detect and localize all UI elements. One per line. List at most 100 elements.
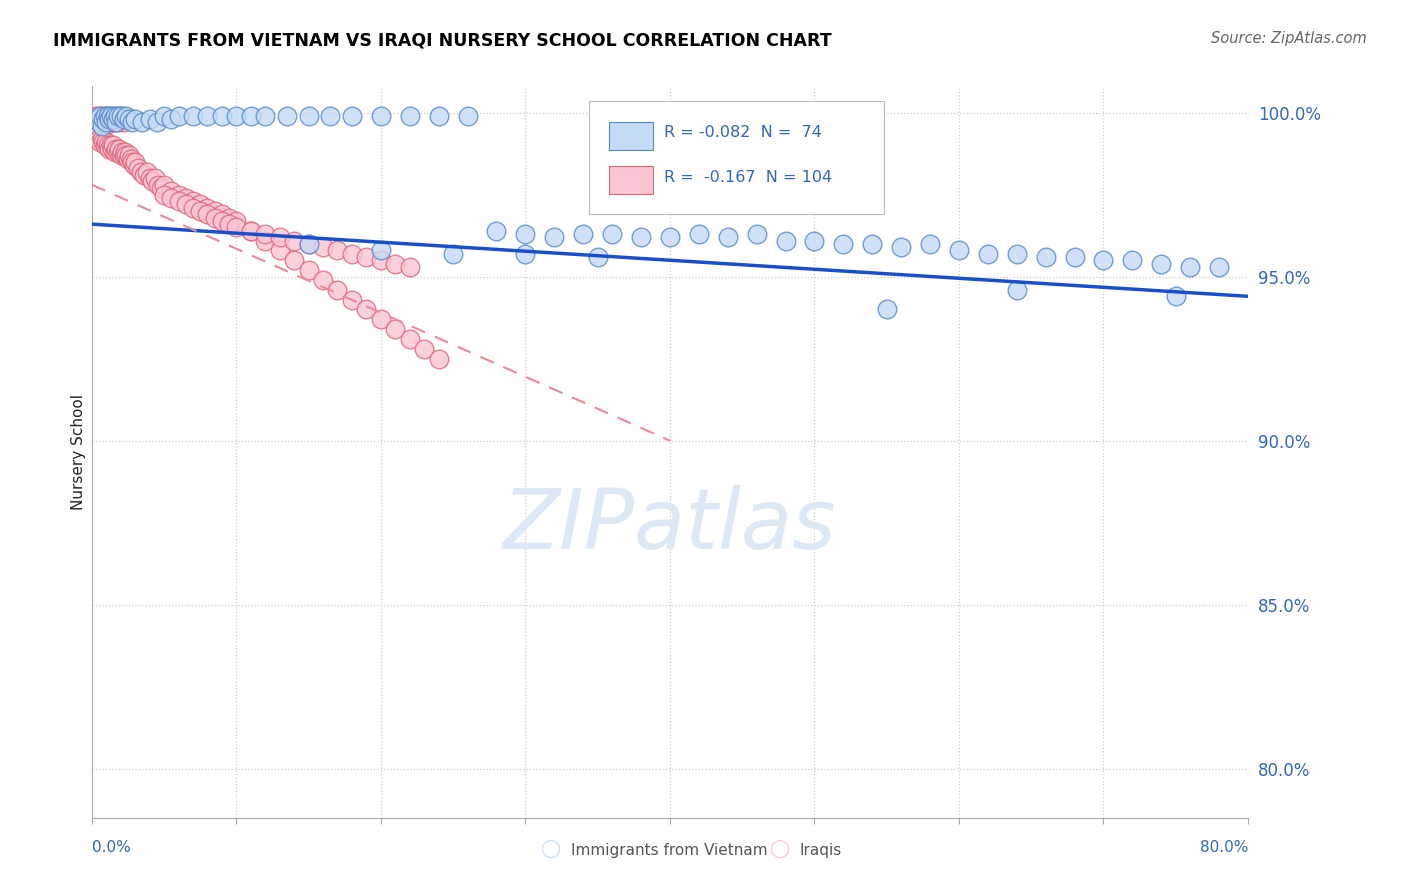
Point bbox=[97, 109, 120, 123]
Point bbox=[775, 234, 797, 248]
Point bbox=[138, 171, 160, 186]
Point bbox=[745, 227, 768, 241]
Point bbox=[94, 138, 117, 153]
Point bbox=[1150, 256, 1173, 270]
Point bbox=[103, 112, 125, 127]
Text: R =  -0.167  N = 104: R = -0.167 N = 104 bbox=[664, 170, 832, 186]
Point bbox=[96, 109, 118, 123]
Point bbox=[87, 115, 110, 129]
Point bbox=[112, 112, 135, 127]
Point bbox=[239, 224, 262, 238]
Point bbox=[112, 115, 135, 129]
Point bbox=[129, 164, 152, 178]
Point bbox=[101, 142, 124, 156]
Point bbox=[111, 145, 134, 159]
Point bbox=[803, 234, 825, 248]
Point bbox=[269, 230, 291, 244]
Point bbox=[108, 142, 131, 156]
Point bbox=[340, 109, 363, 123]
Point bbox=[124, 112, 146, 127]
Point bbox=[370, 109, 392, 123]
Point bbox=[98, 109, 121, 123]
Point bbox=[138, 112, 160, 127]
Point bbox=[105, 112, 128, 127]
Y-axis label: Nursery School: Nursery School bbox=[72, 394, 86, 510]
Point bbox=[948, 244, 970, 258]
Point bbox=[977, 246, 1000, 260]
Point bbox=[174, 191, 197, 205]
Point bbox=[600, 227, 623, 241]
Point bbox=[370, 312, 392, 326]
Point bbox=[93, 112, 115, 127]
Point bbox=[1121, 253, 1143, 268]
Point bbox=[427, 109, 450, 123]
Point bbox=[146, 115, 169, 129]
FancyBboxPatch shape bbox=[609, 122, 652, 150]
Point bbox=[197, 109, 219, 123]
Point bbox=[370, 253, 392, 268]
Point bbox=[94, 109, 117, 123]
Point bbox=[413, 342, 436, 356]
FancyBboxPatch shape bbox=[589, 101, 884, 214]
Point bbox=[356, 250, 378, 264]
Point bbox=[658, 230, 681, 244]
Point bbox=[100, 138, 122, 153]
Point bbox=[276, 109, 298, 123]
Point bbox=[115, 148, 138, 162]
Point bbox=[1092, 253, 1115, 268]
Point bbox=[197, 201, 219, 215]
Point bbox=[87, 109, 110, 123]
Point bbox=[515, 246, 537, 260]
Point bbox=[269, 244, 291, 258]
Point bbox=[543, 230, 565, 244]
Point bbox=[398, 332, 420, 346]
Point bbox=[254, 109, 277, 123]
Point bbox=[118, 148, 141, 162]
Point bbox=[104, 115, 127, 129]
Point bbox=[312, 273, 335, 287]
Point bbox=[225, 214, 247, 228]
Point bbox=[297, 236, 319, 251]
Point bbox=[97, 138, 120, 153]
Point bbox=[110, 112, 132, 127]
Point bbox=[297, 263, 319, 277]
Point bbox=[630, 230, 652, 244]
Point bbox=[225, 220, 247, 235]
Point bbox=[181, 201, 204, 215]
Point bbox=[121, 154, 143, 169]
Point bbox=[876, 302, 898, 317]
Point bbox=[100, 109, 122, 123]
Point bbox=[122, 158, 145, 172]
Point bbox=[121, 115, 143, 129]
Text: 80.0%: 80.0% bbox=[1199, 840, 1249, 855]
Point bbox=[112, 148, 135, 162]
Point bbox=[117, 152, 139, 166]
Text: R = -0.082  N =  74: R = -0.082 N = 74 bbox=[664, 125, 823, 140]
Point bbox=[297, 236, 319, 251]
Point bbox=[94, 119, 117, 133]
Point bbox=[441, 246, 464, 260]
Point bbox=[167, 187, 190, 202]
Point bbox=[135, 164, 157, 178]
FancyBboxPatch shape bbox=[609, 166, 652, 194]
Point bbox=[98, 142, 121, 156]
Point bbox=[100, 115, 122, 129]
Point bbox=[105, 115, 128, 129]
Point bbox=[384, 256, 406, 270]
Point bbox=[572, 227, 595, 241]
Point bbox=[84, 112, 107, 127]
Point bbox=[101, 112, 124, 127]
Point bbox=[586, 250, 609, 264]
Point bbox=[1005, 246, 1028, 260]
Point bbox=[131, 115, 153, 129]
Point bbox=[96, 115, 118, 129]
Point bbox=[254, 234, 277, 248]
Point bbox=[89, 135, 111, 149]
Point bbox=[398, 109, 420, 123]
Point bbox=[283, 234, 305, 248]
Point bbox=[153, 187, 176, 202]
Point bbox=[225, 109, 247, 123]
Point bbox=[145, 171, 167, 186]
Point bbox=[98, 112, 121, 127]
Point bbox=[107, 109, 129, 123]
